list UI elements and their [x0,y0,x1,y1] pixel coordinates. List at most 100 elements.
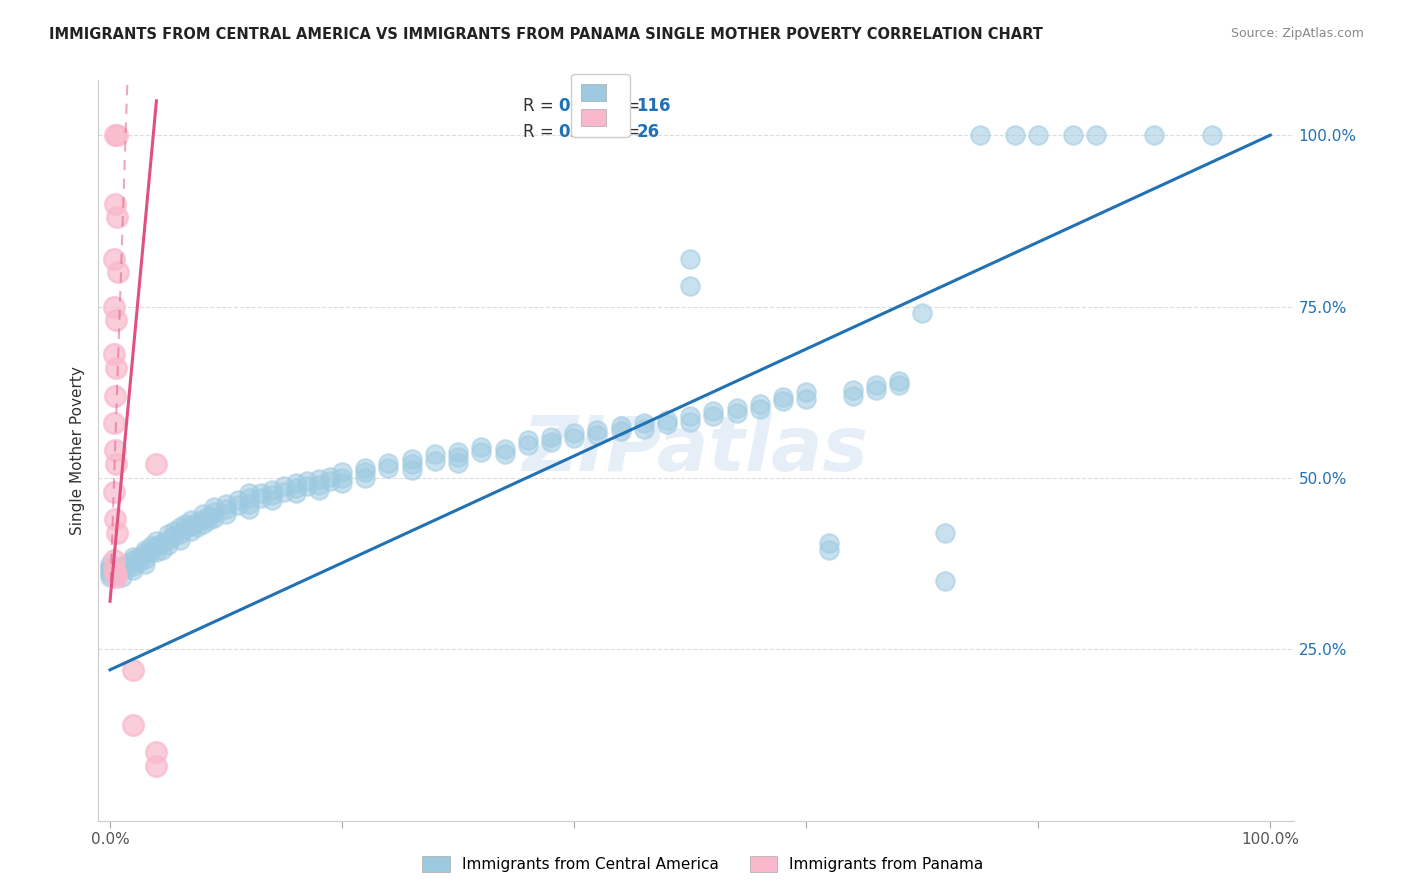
Point [191,507,214,521]
Point [679,409,702,424]
Point [104,457,127,471]
Point [104,566,127,580]
Point [197,508,219,523]
Text: N =: N = [598,97,645,115]
Point [105,211,128,225]
Point [103,563,125,577]
Point [145,457,167,471]
Point [586,428,609,442]
Point [423,447,446,461]
Point [134,551,156,566]
Point [98,570,121,584]
Point [494,442,516,456]
Point [104,361,127,376]
Point [163,524,186,539]
Text: 0.419: 0.419 [558,123,612,141]
Point [562,426,585,441]
Point [633,416,655,430]
Point [169,520,191,534]
Point [702,403,724,417]
Point [104,570,127,584]
Text: R =: R = [523,123,558,141]
Point [191,512,214,526]
Point [117,557,139,571]
Point [297,475,319,489]
Point [330,476,353,491]
Point [104,443,127,458]
Point [204,510,226,524]
Point [772,390,794,404]
Point [934,574,956,588]
Point [725,401,748,415]
Point [191,517,214,532]
Point [238,497,260,511]
Point [226,498,249,512]
Point [157,527,180,541]
Point [284,481,307,495]
Point [262,483,284,498]
Point [122,558,145,573]
Point [122,663,145,677]
Point [134,542,156,557]
Point [145,545,167,559]
Point [105,525,128,540]
Point [911,306,934,320]
Point [98,560,121,574]
Point [98,566,121,581]
Point [679,279,702,293]
Point [679,252,702,266]
Point [262,488,284,502]
Point [215,501,238,516]
Point [103,252,125,266]
Point [104,313,127,327]
Point [725,406,748,420]
Point [818,542,841,557]
Y-axis label: Single Mother Poverty: Single Mother Poverty [69,366,84,535]
Point [169,533,191,547]
Point [470,440,492,454]
Point [180,513,202,527]
Point [157,538,180,552]
Point [104,512,127,526]
Text: 26: 26 [637,123,659,141]
Point [122,717,145,731]
Point [330,466,353,480]
Point [841,383,863,397]
Point [107,265,129,279]
Point [447,450,470,465]
Point [308,472,330,486]
Point [1085,128,1108,142]
Point [354,471,377,485]
Point [494,447,516,461]
Point [609,419,631,434]
Legend: Immigrants from Central America, Immigrants from Panama: Immigrants from Central America, Immigra… [415,848,991,880]
Point [111,558,134,573]
Point [215,507,238,521]
Point [586,423,609,437]
Point [250,491,273,506]
Point [139,540,162,554]
Point [111,560,134,574]
Point [1201,128,1223,142]
Point [122,549,145,564]
Point [934,525,956,540]
Point [186,516,208,530]
Point [1026,128,1049,142]
Point [103,300,125,314]
Point [122,563,145,577]
Point [354,460,377,475]
Point [262,492,284,507]
Point [1004,128,1026,142]
Point [204,500,226,514]
Point [169,527,191,541]
Text: ZIPatlas: ZIPatlas [523,414,869,487]
Point [401,463,423,477]
Point [655,417,678,432]
Point [794,392,817,406]
Point [1143,128,1166,142]
Point [98,557,121,571]
Point [447,445,470,459]
Point [98,563,121,577]
Point [273,484,295,499]
Point [145,759,167,773]
